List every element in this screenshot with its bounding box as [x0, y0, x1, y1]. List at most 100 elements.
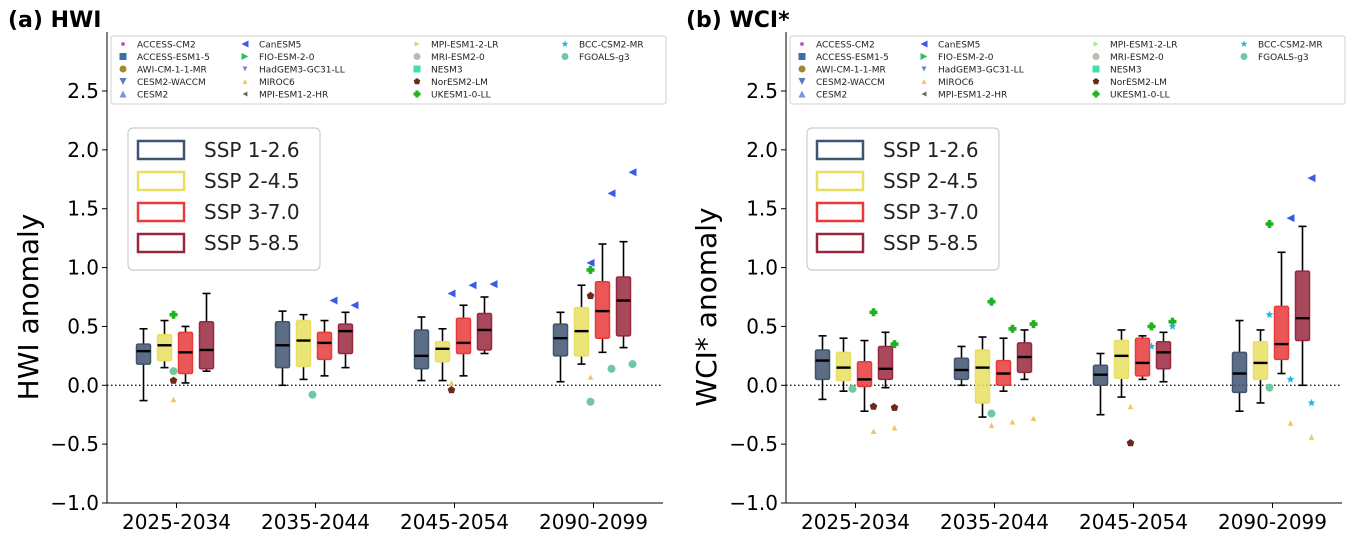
box-ssp-3-7-0-2035-2044: [995, 337, 1012, 392]
ssp-legend-swatch: [815, 170, 865, 192]
model-legend-label: ACCESS-CM2: [816, 41, 875, 51]
model-point-noresm2-lm: [890, 403, 899, 411]
x-tick-label: 2035-2044: [940, 510, 1049, 534]
legend-marker-access-cm2: [800, 42, 804, 46]
model-legend-item: UKESM1-0-LL: [1092, 90, 1170, 101]
model-legend-frame: [110, 35, 667, 105]
box-ssp-3-7-0-2090-2099: [1273, 251, 1290, 375]
model-legend-item: FGOALS-g3: [1240, 53, 1309, 63]
box-body: [413, 329, 430, 370]
model-legend-label: ACCESS-CM2: [137, 41, 196, 51]
model-legend-item: FGOALS-g3: [561, 53, 630, 63]
model-point-ukesm1-0-ll: [1147, 322, 1156, 331]
model-legend-item: MIROC6: [242, 78, 295, 88]
box-body: [455, 317, 472, 355]
model-point-miroc6: [988, 422, 995, 429]
model-point-canesm5: [607, 189, 616, 198]
model-legend-item: MIROC6: [921, 78, 974, 88]
model-point-canesm5: [586, 258, 595, 267]
box-body: [552, 323, 569, 357]
model-legend-label: CESM2-WACCM: [816, 78, 885, 88]
model-legend-label: AWI-CM-1-1-MR: [137, 66, 207, 76]
ssp-legend-label: SSP 2-4.5: [883, 169, 979, 193]
model-legend-item: AWI-CM-1-1-MR: [798, 65, 886, 76]
legend-marker-hadgem3-gc31-ll: [921, 66, 927, 72]
x-tick-label: 2035-2044: [261, 510, 370, 534]
model-point-ukesm1-0-ll: [890, 340, 899, 349]
x-tick-label: 2090-2099: [539, 510, 648, 534]
model-legend-label: CESM2: [137, 91, 168, 101]
model-legend-item: UKESM1-0-LL: [413, 90, 491, 101]
ssp-legend-item: SSP 5-8.5: [815, 231, 979, 255]
box-ssp-2-4-5-2025-2034: [835, 337, 852, 392]
box-ssp-2-4-5-2035-2044: [974, 336, 991, 418]
legend-marker-mpi-esm1-2-hr: [921, 91, 927, 97]
legend-marker-miroc6: [242, 79, 248, 84]
legend-marker-miroc6: [921, 79, 927, 84]
model-point-noresm2-lm: [586, 291, 595, 300]
box-body: [156, 333, 173, 362]
legend-marker-cesm2-waccm: [798, 78, 806, 85]
legend-marker-mpi-esm1-2-lr: [1093, 41, 1099, 47]
box-ssp-1-2-6-2025-2034: [814, 335, 831, 401]
model-legend-item: ACCESS-CM2: [800, 41, 875, 51]
y-tick-label: 2.0: [746, 138, 778, 162]
box-ssp-3-7-0-2025-2034: [856, 339, 873, 412]
x-tick-label: 2090-2099: [1218, 510, 1327, 534]
x-tick-label: 2025-2034: [801, 510, 910, 534]
model-legend-label: CanESM5: [938, 41, 980, 51]
model-legend-label: NorESM2-LM: [1110, 78, 1167, 88]
model-legend-label: FIO-ESM-2-0: [259, 53, 315, 63]
model-point-fgoals-g3: [987, 409, 996, 418]
box-ssp-5-8-5-2035-2044: [1016, 329, 1033, 381]
model-point-bcc-csm2-mr: [1147, 342, 1156, 350]
model-legend-label: MPI-ESM1-2-LR: [1110, 41, 1177, 51]
model-point-canesm5: [489, 280, 498, 289]
legend-marker-access-esm1-5: [798, 53, 806, 60]
y-tick-label: 2.5: [746, 79, 778, 103]
model-legend-label: MIROC6: [259, 78, 295, 88]
chart-panel-1: (a) HWI −1.0 −0.5 0.0 0.5 1.0 1.5 2.0 2.5 HWI ano…: [8, 8, 667, 534]
ssp-legend-swatch: [136, 170, 186, 192]
model-point-bcc-csm2-mr: [1286, 375, 1295, 383]
legend-marker-ukesm1-0-ll: [413, 90, 421, 98]
model-legend-label: MPI-ESM1-2-LR: [431, 41, 498, 51]
legend-marker-fgoals-g3: [1240, 53, 1248, 60]
ssp-legend-swatch: [815, 201, 865, 223]
model-legend: ACCESS-CM2 ACCESS-ESM1-5 AWI-CM-1-1-MR CESM…: [789, 35, 1346, 105]
y-tick-label: 1.5: [67, 197, 99, 221]
model-legend-item: BCC-CSM2-MR: [561, 40, 644, 51]
panel-title: (b) WCI*: [686, 8, 790, 33]
model-legend-label: ACCESS-ESM1-5: [137, 53, 210, 63]
box-ssp-3-7-0-2090-2099: [594, 243, 611, 354]
model-legend-label: NorESM2-LM: [431, 78, 488, 88]
ssp-legend-swatch: [815, 232, 865, 254]
ssp-legend-swatch: [136, 139, 186, 161]
box-body: [814, 349, 831, 381]
y-tick-label: 2.5: [67, 79, 99, 103]
box-ssp-5-8-5-2025-2034: [877, 331, 894, 389]
model-legend-item: CESM2: [798, 90, 847, 101]
legend-marker-mri-esm2-0: [413, 53, 421, 60]
model-legend-item: NorESM2-LM: [1092, 78, 1167, 88]
legend-marker-cesm2-waccm: [119, 78, 127, 85]
legend-marker-noresm2-lm: [1092, 78, 1100, 85]
model-point-miroc6: [587, 374, 594, 380]
model-legend-item: CESM2-WACCM: [798, 78, 885, 88]
panel-title: (a) HWI: [8, 8, 101, 33]
box-body: [877, 345, 894, 381]
legend-marker-noresm2-lm: [413, 78, 421, 85]
model-legend-item: FIO-ESM-2-0: [920, 53, 994, 63]
model-point-miroc6: [870, 428, 877, 434]
model-point-miroc6: [448, 380, 455, 386]
model-point-ukesm1-0-ll: [586, 265, 595, 274]
box-body: [198, 320, 215, 370]
box-ssp-1-2-6-2035-2044: [274, 310, 291, 387]
box-body: [856, 360, 873, 388]
model-legend-item: CESM2: [119, 90, 168, 101]
box-body: [1134, 337, 1151, 377]
model-point-ukesm1-0-ll: [1029, 320, 1038, 329]
model-point-ukesm1-0-ll: [987, 297, 996, 306]
model-point-fgoals-g3: [308, 390, 317, 399]
legend-marker-nesm3: [1092, 65, 1100, 73]
